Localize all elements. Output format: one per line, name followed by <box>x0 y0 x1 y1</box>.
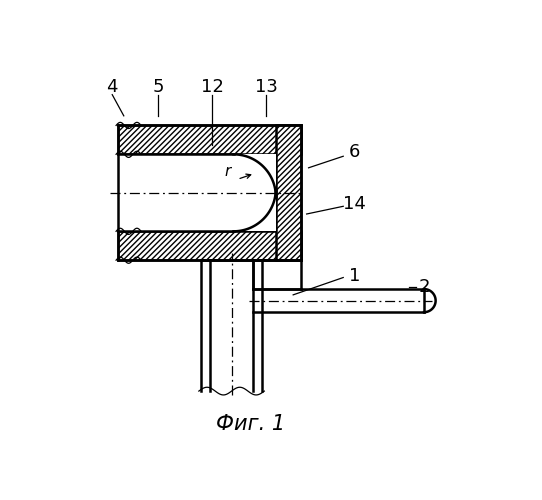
Bar <box>118 126 301 154</box>
Bar <box>118 154 276 232</box>
Text: 1: 1 <box>349 266 360 284</box>
Bar <box>118 126 301 154</box>
Text: r: r <box>224 164 231 179</box>
Text: 4: 4 <box>106 78 118 96</box>
Bar <box>118 232 301 260</box>
Text: 6: 6 <box>349 144 360 162</box>
Bar <box>276 126 301 260</box>
Text: 14: 14 <box>343 196 366 214</box>
Text: 5: 5 <box>153 78 164 96</box>
Text: 12: 12 <box>201 78 224 96</box>
Text: Фиг. 1: Фиг. 1 <box>216 414 286 434</box>
Text: 2: 2 <box>418 278 430 296</box>
Bar <box>118 232 301 260</box>
Text: 13: 13 <box>255 78 278 96</box>
Bar <box>276 126 301 260</box>
